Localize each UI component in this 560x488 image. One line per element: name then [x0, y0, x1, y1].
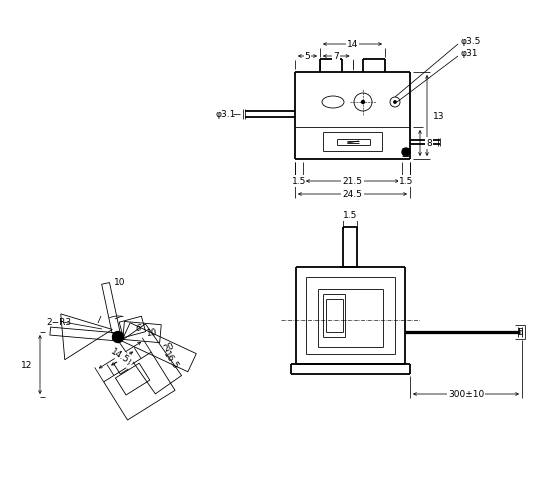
- Text: 5: 5: [517, 328, 523, 337]
- Text: 1.5: 1.5: [292, 177, 306, 186]
- Text: 6: 6: [134, 323, 142, 333]
- Text: 16.5: 16.5: [161, 349, 180, 371]
- Text: 10: 10: [114, 278, 126, 287]
- Text: φ31: φ31: [460, 49, 478, 59]
- Text: 8: 8: [426, 139, 432, 148]
- Text: 24.5: 24.5: [343, 190, 362, 199]
- Text: 12: 12: [21, 360, 32, 369]
- Circle shape: [402, 149, 410, 157]
- Circle shape: [394, 102, 396, 104]
- Text: 14: 14: [347, 41, 358, 49]
- Text: 10.8: 10.8: [111, 350, 133, 368]
- Circle shape: [113, 332, 124, 343]
- Text: 1.5: 1.5: [399, 177, 413, 186]
- Text: 13: 13: [433, 112, 445, 121]
- Text: 1.5: 1.5: [343, 211, 357, 220]
- Text: 21.5: 21.5: [343, 177, 362, 186]
- Text: 14.5: 14.5: [109, 346, 131, 365]
- Text: 10: 10: [146, 327, 157, 337]
- Text: 5: 5: [305, 52, 310, 61]
- Text: φ3.1: φ3.1: [215, 110, 235, 119]
- Text: φ3.5: φ3.5: [460, 38, 480, 46]
- Text: 20: 20: [162, 341, 176, 353]
- Text: 2−R3: 2−R3: [46, 318, 71, 327]
- Text: 300±10: 300±10: [448, 390, 484, 399]
- Circle shape: [362, 102, 365, 104]
- Text: 7: 7: [333, 52, 339, 61]
